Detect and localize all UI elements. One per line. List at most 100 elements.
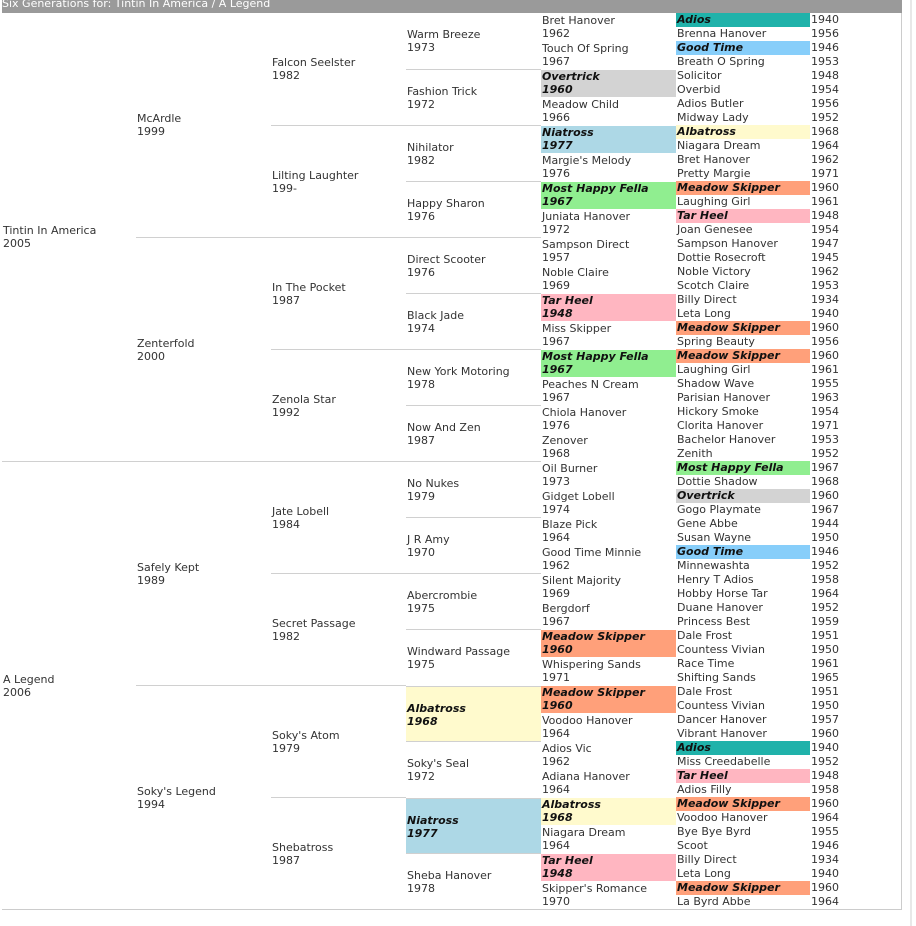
pedigree-cell-gen6[interactable]: Niagara Dream [677, 139, 761, 152]
pedigree-cell-gen6[interactable]: Susan Wayne [677, 531, 752, 544]
horse-name[interactable]: J R Amy [407, 533, 450, 546]
pedigree-cell-gen6[interactable]: Dottie Rosecroft [677, 251, 766, 264]
horse-name[interactable]: Niatross [542, 126, 594, 139]
horse-name[interactable]: Falcon Seelster [272, 56, 356, 69]
pedigree-cell-gen6[interactable]: Hobby Horse Tar [677, 587, 768, 600]
horse-name[interactable]: Blaze Pick [542, 518, 598, 531]
pedigree-cell-gen6[interactable]: Race Time [677, 657, 735, 670]
pedigree-cell-gen6[interactable]: Bret Hanover [677, 153, 750, 166]
pedigree-cell-gen6[interactable]: Gogo Playmate [677, 503, 761, 516]
horse-name[interactable]: Windward Passage [407, 645, 511, 658]
pedigree-cell-gen6[interactable]: Leta Long [677, 307, 731, 320]
pedigree-cell-gen6[interactable]: Bachelor Hanover [677, 433, 776, 446]
horse-name[interactable]: Safely Kept [137, 561, 200, 574]
pedigree-cell-gen6[interactable]: Dale Frost [677, 629, 733, 642]
horse-name[interactable]: Happy Sharon [407, 197, 485, 210]
pedigree-cell-gen6[interactable]: Minnewashta [677, 559, 750, 572]
horse-name[interactable]: Lilting Laughter [272, 169, 359, 182]
horse-name[interactable]: New York Motoring [407, 365, 510, 378]
pedigree-cell-gen6[interactable]: Miss Creedabelle [677, 755, 771, 768]
pedigree-cell-gen6[interactable]: Henry T Adios [677, 573, 754, 586]
horse-name[interactable]: Zenover [542, 434, 588, 447]
horse-name[interactable]: In The Pocket [272, 281, 346, 294]
pedigree-cell-gen6[interactable]: Duane Hanover [677, 601, 763, 614]
horse-name[interactable]: Whispering Sands [542, 658, 641, 671]
horse-name[interactable]: Meadow Skipper [542, 630, 645, 643]
pedigree-cell-gen6[interactable]: Good Time [676, 545, 810, 559]
horse-name[interactable]: Margie's Melody [542, 154, 632, 167]
pedigree-cell-gen6[interactable]: Dale Frost [677, 685, 733, 698]
horse-name[interactable]: Oil Burner [542, 462, 598, 475]
pedigree-cell-gen6[interactable]: Leta Long [677, 867, 731, 880]
horse-name[interactable]: Tar Heel [542, 854, 593, 867]
horse-name[interactable]: Soky's Atom [272, 729, 340, 742]
pedigree-cell-gen6[interactable]: Dottie Shadow [677, 475, 758, 488]
pedigree-cell-gen6[interactable]: Voodoo Hanover [677, 811, 768, 824]
pedigree-cell-gen6[interactable]: Adios Butler [677, 97, 744, 110]
pedigree-cell-gen6[interactable]: Breath O Spring [677, 55, 765, 68]
horse-name[interactable]: Fashion Trick [407, 85, 478, 98]
horse-name[interactable]: Shebatross [272, 841, 334, 854]
horse-name[interactable]: Silent Majority [542, 574, 622, 587]
pedigree-cell-gen6[interactable]: Vibrant Hanover [677, 727, 767, 740]
horse-name[interactable]: Good Time Minnie [542, 546, 642, 559]
pedigree-cell-gen6[interactable]: La Byrd Abbe [677, 895, 751, 908]
pedigree-cell-gen6[interactable]: Midway Lady [677, 111, 749, 124]
horse-name[interactable]: Soky's Seal [407, 757, 469, 770]
horse-name[interactable]: Adiana Hanover [542, 770, 630, 783]
horse-name[interactable]: Gidget Lobell [542, 490, 615, 503]
horse-name[interactable]: Sampson Direct [542, 238, 630, 251]
horse-name[interactable]: Voodoo Hanover [542, 714, 633, 727]
horse-name[interactable]: Sheba Hanover [407, 869, 492, 882]
pedigree-cell-gen6[interactable]: Zenith [677, 447, 713, 460]
pedigree-cell-gen6[interactable]: Meadow Skipper [676, 181, 810, 195]
horse-name[interactable]: Touch Of Spring [542, 42, 629, 55]
horse-name[interactable]: Soky's Legend [137, 785, 216, 798]
horse-name[interactable]: Peaches N Cream [542, 378, 639, 391]
pedigree-cell-gen6[interactable]: Meadow Skipper [676, 321, 810, 335]
pedigree-cell-gen6[interactable]: Meadow Skipper [676, 797, 810, 811]
horse-name[interactable]: A Legend [3, 673, 55, 686]
horse-name[interactable]: Albatross [407, 702, 466, 715]
pedigree-cell-gen6[interactable]: Tar Heel [676, 209, 810, 223]
horse-name[interactable]: Now And Zen [407, 421, 481, 434]
pedigree-cell-gen6[interactable]: Shifting Sands [677, 671, 756, 684]
pedigree-cell-gen6[interactable]: Countess Vivian [677, 643, 766, 656]
pedigree-cell-gen6[interactable]: Albatross [676, 125, 810, 139]
pedigree-cell-gen6[interactable]: Adios Filly [677, 783, 732, 796]
horse-name[interactable]: Jate Lobell [272, 505, 330, 518]
pedigree-cell-gen6[interactable]: Adios [676, 741, 810, 755]
pedigree-cell-gen6[interactable]: Joan Genesee [677, 223, 753, 236]
horse-name[interactable]: Chiola Hanover [542, 406, 627, 419]
horse-name[interactable]: Niatross [407, 814, 459, 827]
pedigree-cell-gen6[interactable]: Solicitor [677, 69, 722, 82]
pedigree-cell-gen6[interactable]: Good Time [676, 41, 810, 55]
pedigree-cell-gen6[interactable]: Scotch Claire [677, 279, 750, 292]
pedigree-cell-gen6[interactable]: Billy Direct [677, 853, 737, 866]
horse-name[interactable]: Secret Passage [272, 617, 356, 630]
pedigree-cell-gen6[interactable]: Meadow Skipper [676, 349, 810, 363]
pedigree-cell-gen6[interactable]: Pretty Margie [677, 167, 751, 180]
pedigree-cell-gen6[interactable]: Noble Victory [677, 265, 751, 278]
horse-name[interactable]: Nihilator [407, 141, 454, 154]
pedigree-cell-gen6[interactable]: Countess Vivian [677, 699, 766, 712]
horse-name[interactable]: Tar Heel [542, 294, 593, 307]
horse-name[interactable]: Skipper's Romance [542, 882, 648, 895]
pedigree-cell-gen6[interactable]: Scoot [677, 839, 708, 852]
horse-name[interactable]: Bergdorf [542, 602, 590, 615]
pedigree-cell-gen6[interactable]: Laughing Girl [677, 195, 751, 208]
horse-name[interactable]: Overtrick [542, 70, 600, 83]
horse-name[interactable]: No Nukes [407, 477, 460, 490]
pedigree-cell-gen6[interactable]: Most Happy Fella [676, 461, 810, 475]
pedigree-cell-gen6[interactable]: Laughing Girl [677, 363, 751, 376]
horse-name[interactable]: Zenterfold [137, 337, 195, 350]
pedigree-cell-gen6[interactable]: Shadow Wave [677, 377, 755, 390]
horse-name[interactable]: Warm Breeze [407, 28, 481, 41]
pedigree-cell-gen6[interactable]: Overtrick [676, 489, 810, 503]
pedigree-cell-gen6[interactable]: Sampson Hanover [677, 237, 778, 250]
pedigree-cell-gen6[interactable]: Dancer Hanover [677, 713, 767, 726]
pedigree-cell-gen6[interactable]: Bye Bye Byrd [677, 825, 752, 838]
horse-name[interactable]: Direct Scooter [407, 253, 486, 266]
pedigree-cell-gen6[interactable]: Brenna Hanover [677, 27, 767, 40]
horse-name[interactable]: Adios Vic [542, 742, 592, 755]
